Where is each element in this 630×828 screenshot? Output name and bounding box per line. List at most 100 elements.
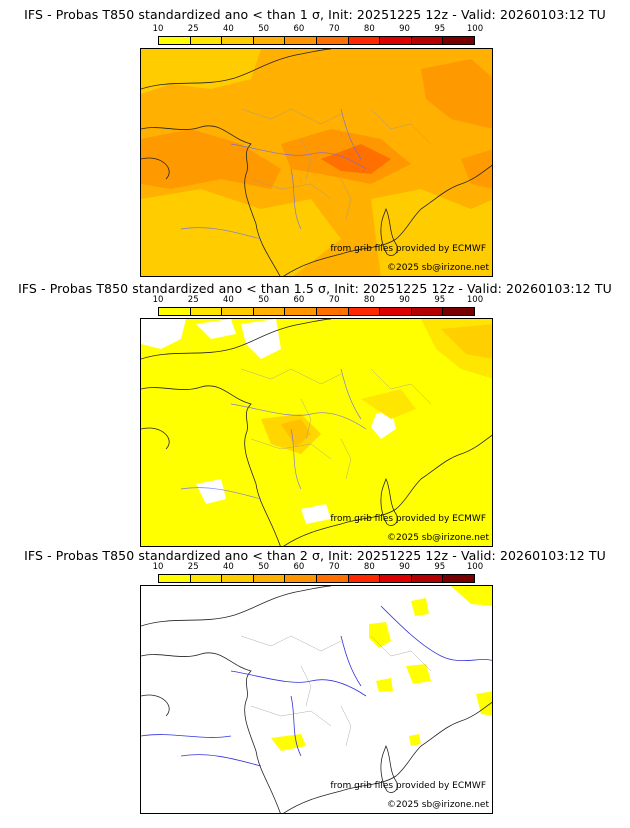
probability-map: from grib files provided by ECMWF ©2025 … — [140, 585, 493, 814]
legend-color-swatch — [253, 308, 286, 315]
prob-field-base — [141, 586, 492, 813]
legend-tick-label: 70 — [328, 562, 340, 572]
prob-area-low — [451, 586, 492, 606]
legend-tick-label: 100 — [466, 562, 484, 572]
panel-title: IFS - Probas T850 standardized ano < tha… — [18, 281, 612, 296]
legend-tick-label: 25 — [187, 24, 199, 34]
legend-color-swatch — [285, 37, 317, 44]
legend-color-swatch — [380, 308, 412, 315]
legend-color-swatch — [443, 37, 474, 44]
legend-tick-label: 60 — [293, 295, 305, 305]
no-prob-area — [241, 319, 281, 359]
prob-area-high — [281, 419, 311, 447]
legend-color-swatch — [222, 37, 254, 44]
legend-tick-label: 100 — [466, 24, 484, 34]
legend-ticks: 10 25 40 50 60 70 80 90 95 100 — [153, 295, 484, 307]
legend-tick-label: 90 — [399, 295, 410, 305]
legend-tick-label: 25 — [187, 295, 199, 305]
rivers — [180, 108, 367, 240]
legend-color-swatch — [411, 308, 444, 315]
prob-area-low — [476, 691, 492, 716]
data-provider-credit: from grib files provided by ECMWF — [330, 244, 486, 254]
no-prob-area — [141, 319, 186, 349]
legend-tick-label: 10 — [152, 295, 164, 305]
prob-area-low — [371, 189, 492, 276]
legend-color-swatch — [253, 575, 286, 582]
legend-color-swatch — [348, 37, 381, 44]
probability-map: from grib files provided by ECMWF ©2025 … — [140, 318, 493, 547]
legend-tick-label: 90 — [399, 562, 410, 572]
legend-color-swatch — [222, 308, 254, 315]
data-provider-credit: from grib files provided by ECMWF — [330, 514, 486, 524]
panel-3: IFS - Probas T850 standardized ano < tha… — [0, 546, 630, 828]
map-canvas — [141, 49, 492, 276]
prob-area-medium — [421, 59, 492, 129]
legend-color-swatch — [316, 37, 349, 44]
coastlines — [141, 319, 492, 546]
probability-map: from grib files provided by ECMWF ©2025 … — [140, 48, 493, 277]
legend-tick-label: 95 — [434, 295, 446, 305]
legend-color-swatch — [222, 575, 254, 582]
legend-tick-label: 70 — [328, 24, 340, 34]
legend-tick-label: 25 — [187, 562, 199, 572]
probability-legend: 10 25 40 50 60 70 80 90 95 100 — [153, 295, 484, 321]
coastlines — [141, 49, 492, 276]
legend-color-swatch — [190, 575, 223, 582]
legend-ticks: 10 25 40 50 60 70 80 90 95 100 — [153, 562, 484, 574]
legend-color-swatch — [285, 308, 317, 315]
rivers — [180, 368, 367, 500]
copyright-credit: ©2025 sb@irizone.net — [387, 263, 489, 273]
no-prob-area — [196, 479, 226, 504]
prob-area-low — [409, 734, 421, 746]
legend-tick-label: 80 — [363, 24, 375, 34]
legend-tick-label: 40 — [223, 24, 234, 34]
legend-colorbar — [158, 307, 475, 316]
coastlines — [141, 586, 492, 813]
legend-color-swatch — [380, 575, 412, 582]
legend-color-swatch — [411, 575, 444, 582]
panel-2: IFS - Probas T850 standardized ano < tha… — [0, 276, 630, 548]
panel-1: IFS - Probas T850 standardized ano < tha… — [0, 0, 630, 280]
legend-tick-label: 90 — [399, 24, 410, 34]
prob-area-low — [406, 664, 431, 684]
map-canvas — [141, 319, 492, 546]
prob-area-low — [141, 49, 261, 94]
legend-color-swatch — [443, 308, 474, 315]
probability-legend: 10 25 40 50 60 70 80 90 95 100 — [153, 562, 484, 588]
admin-borders — [240, 368, 432, 480]
legend-tick-label: 95 — [434, 562, 446, 572]
panel-title: IFS - Probas T850 standardized ano < tha… — [24, 7, 606, 22]
map-canvas — [141, 586, 492, 813]
rivers — [141, 605, 492, 767]
prob-area-low — [376, 678, 393, 692]
legend-tick-label: 60 — [293, 24, 305, 34]
prob-area-high — [321, 144, 391, 174]
data-provider-credit: from grib files provided by ECMWF — [330, 781, 486, 791]
legend-color-swatch — [348, 575, 381, 582]
legend-color-swatch — [443, 575, 474, 582]
legend-tick-label: 100 — [466, 295, 484, 305]
prob-area-low — [411, 598, 429, 616]
legend-color-swatch — [348, 308, 381, 315]
prob-area-medium — [441, 324, 492, 359]
legend-color-swatch — [411, 37, 444, 44]
probability-legend: 10 25 40 50 60 70 80 90 95 100 — [153, 24, 484, 50]
no-prob-area — [301, 504, 331, 524]
prob-area-low — [369, 622, 391, 648]
legend-tick-label: 40 — [223, 562, 234, 572]
legend-colorbar — [158, 36, 475, 45]
no-prob-area — [196, 319, 236, 339]
prob-area-low — [361, 389, 416, 419]
legend-ticks: 10 25 40 50 60 70 80 90 95 100 — [153, 24, 484, 36]
admin-borders — [240, 108, 432, 220]
panel-title: IFS - Probas T850 standardized ano < tha… — [24, 548, 606, 563]
legend-tick-label: 60 — [293, 562, 305, 572]
admin-borders — [240, 635, 432, 747]
legend-color-swatch — [159, 575, 191, 582]
legend-tick-label: 40 — [223, 295, 234, 305]
legend-tick-label: 80 — [363, 562, 375, 572]
prob-area-low — [141, 189, 341, 276]
legend-color-swatch — [253, 37, 286, 44]
legend-color-swatch — [159, 37, 191, 44]
legend-tick-label: 95 — [434, 24, 446, 34]
